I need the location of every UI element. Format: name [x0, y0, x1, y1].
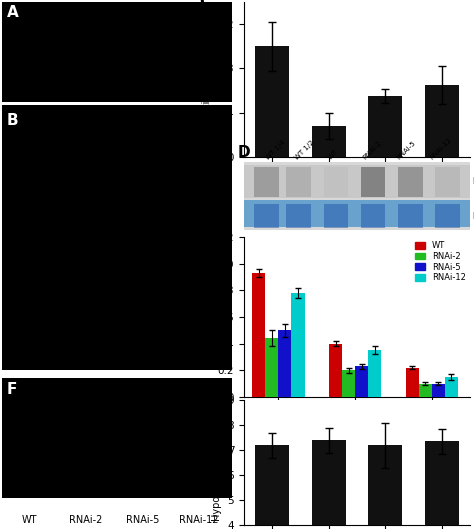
Bar [361, 204, 385, 228]
Text: RNAi-5: RNAi-5 [126, 515, 159, 525]
Bar [435, 204, 460, 228]
Text: RNAi-12: RNAi-12 [179, 386, 219, 396]
Legend: WT, RNAi-2, RNAi-5, RNAi-12: WT, RNAi-2, RNAi-5, RNAi-12 [415, 241, 466, 282]
Bar [286, 204, 311, 228]
Text: WT: WT [328, 149, 340, 161]
Text: WT 1/4: WT 1/4 [264, 139, 286, 161]
Bar [355, 367, 368, 397]
Bar [445, 377, 458, 397]
Bar [368, 96, 402, 157]
Text: RNAi-12: RNAi-12 [429, 136, 454, 161]
Bar [255, 46, 289, 157]
Bar [244, 199, 470, 227]
Y-axis label: Pigment contents
(mg/g fresh weight): Pigment contents (mg/g fresh weight) [193, 272, 212, 362]
Bar [244, 165, 470, 198]
Text: PRORP1: PRORP1 [472, 177, 474, 186]
Bar [329, 344, 342, 397]
Bar [254, 204, 279, 228]
Text: B: B [7, 113, 18, 128]
Text: D: D [237, 145, 250, 160]
Bar [361, 168, 385, 197]
Text: C: C [199, 0, 210, 9]
Bar [368, 445, 402, 529]
Bar [312, 440, 346, 529]
Y-axis label: Relative expression: Relative expression [202, 29, 212, 130]
Bar [253, 273, 265, 397]
Text: E: E [194, 229, 205, 244]
Text: WT: WT [22, 120, 37, 130]
Text: RNAi-2: RNAi-2 [362, 140, 383, 161]
Text: A: A [7, 5, 18, 20]
Text: RNAi-5: RNAi-5 [126, 120, 159, 130]
Bar [254, 168, 279, 197]
Bar [406, 368, 419, 397]
Bar [432, 384, 445, 397]
Bar [342, 370, 355, 397]
Text: RbcL: RbcL [472, 212, 474, 221]
Bar [435, 168, 460, 197]
Text: WT: WT [22, 515, 37, 525]
Bar [324, 168, 348, 197]
Bar [292, 293, 304, 397]
Text: RNAi-5: RNAi-5 [395, 140, 416, 161]
Bar [324, 204, 348, 228]
Text: RNAi-5: RNAi-5 [126, 386, 159, 396]
Bar [286, 168, 311, 197]
Text: RNAi-2: RNAi-2 [69, 120, 103, 130]
Text: WT 1/2: WT 1/2 [294, 139, 315, 161]
Bar [398, 204, 423, 228]
Y-axis label: Hypocotyl length  (mm): Hypocotyl length (mm) [212, 405, 222, 521]
Bar [425, 85, 459, 157]
Text: RNAi-2: RNAi-2 [69, 515, 103, 525]
Text: RNAi-12: RNAi-12 [179, 120, 219, 130]
Bar [312, 126, 346, 157]
Bar [265, 339, 278, 397]
Bar [419, 384, 432, 397]
Text: F: F [7, 381, 17, 397]
Text: G: G [199, 390, 211, 405]
Text: RNAi-2: RNAi-2 [69, 386, 103, 396]
Text: WT: WT [22, 386, 37, 396]
Bar [398, 168, 423, 197]
Bar [255, 445, 289, 529]
Bar [368, 350, 381, 397]
Bar [425, 441, 459, 529]
Bar [278, 330, 292, 397]
Text: RNAi-12: RNAi-12 [179, 515, 219, 525]
